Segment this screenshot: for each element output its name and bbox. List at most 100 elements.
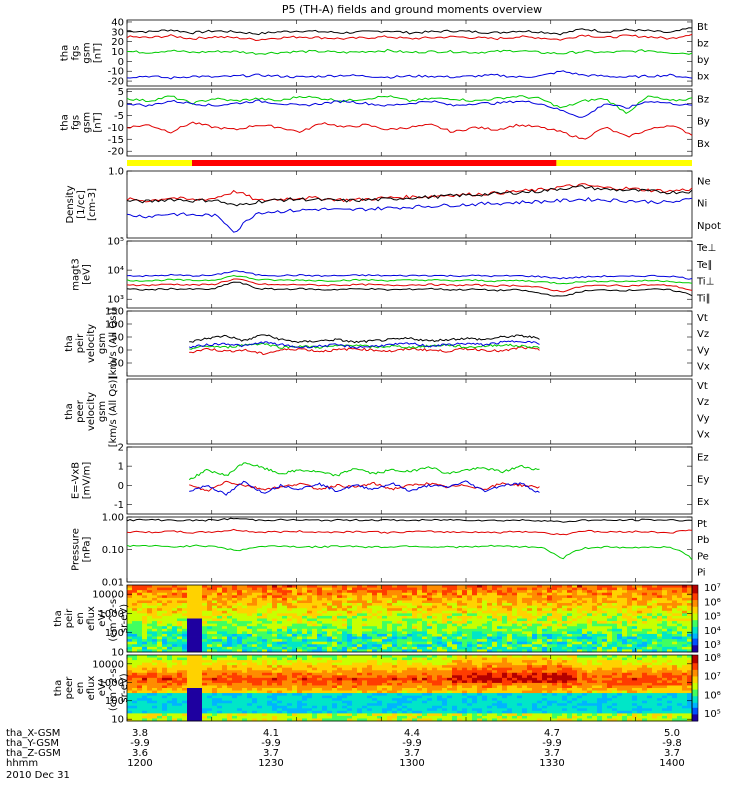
spectrogram-cell <box>282 657 288 661</box>
spectrogram-cell <box>512 641 518 645</box>
spectrogram-cell <box>332 698 338 702</box>
spectrogram-cell <box>332 590 338 594</box>
spectrogram-cell <box>547 605 553 609</box>
spectrogram-cell <box>432 657 438 661</box>
spectrogram-cell <box>622 621 628 625</box>
spectrogram-cell <box>197 615 203 619</box>
spectrogram-cell <box>242 693 248 697</box>
spectrogram-cell <box>342 649 348 653</box>
spectrogram-cell <box>432 680 438 684</box>
spectrogram-cell <box>522 603 528 607</box>
spectrogram-cell <box>397 693 403 697</box>
spectrogram-cell <box>417 682 423 686</box>
y-axis-label-line: gsm <box>82 112 93 133</box>
spectrogram-cell <box>512 621 518 625</box>
spectrogram-cell <box>172 618 178 622</box>
spectrogram-cell <box>252 590 258 594</box>
spectrogram-cell <box>257 592 263 596</box>
spectrogram-cell <box>142 623 148 627</box>
spectrogram-cell <box>327 693 333 697</box>
spectrogram-cell <box>442 585 448 588</box>
spectrogram-cell <box>182 705 188 709</box>
spectrogram-cell <box>282 585 288 588</box>
spectrogram-cell <box>312 685 318 689</box>
spectrogram-cell <box>437 662 443 666</box>
spectrogram-cell <box>497 621 503 625</box>
spectrogram-cell <box>627 587 633 591</box>
spectrogram-cell <box>247 718 253 722</box>
spectrogram-cell <box>307 613 313 617</box>
spectrogram-cell <box>467 592 473 596</box>
spectrogram-cell <box>162 613 168 617</box>
spectrogram-cell <box>187 587 193 591</box>
spectrogram-cell <box>672 585 678 588</box>
spectrogram-cell <box>272 603 278 607</box>
spectrogram-cell <box>237 690 243 694</box>
spectrogram-cell <box>297 695 303 699</box>
panel-frame <box>126 378 693 445</box>
spectrogram-cell <box>387 675 393 679</box>
spectrogram-cell <box>402 675 408 679</box>
spectrogram-cell <box>582 592 588 596</box>
spectrogram-cell <box>162 695 168 699</box>
spectrogram-cell <box>327 597 333 601</box>
spectrogram-cell <box>187 646 193 650</box>
spectrogram-cell <box>252 700 258 704</box>
spectrogram-cell <box>147 705 153 709</box>
spectrogram-cell <box>477 644 483 648</box>
spectrogram-cell <box>322 597 328 601</box>
spectrogram-cell <box>312 672 318 676</box>
spectrogram-cell <box>382 639 388 643</box>
spectrogram-cell <box>277 615 283 619</box>
spectrogram-cell <box>162 655 168 658</box>
spectrogram-cell <box>407 615 413 619</box>
spectrogram-cell <box>437 665 443 669</box>
spectrogram-cell <box>302 633 308 637</box>
spectrogram-cell <box>142 675 148 679</box>
spectrogram-cell <box>282 590 288 594</box>
spectrogram-cell <box>447 621 453 625</box>
spectrogram-cell <box>147 639 153 643</box>
spectrogram-cell <box>272 592 278 596</box>
colorbar-step <box>692 645 698 648</box>
spectrogram-cell <box>162 685 168 689</box>
spectrogram-cell <box>607 631 613 635</box>
spectrogram-cell <box>497 626 503 630</box>
spectrogram-cell <box>682 631 688 635</box>
spectrogram-cell <box>152 633 158 637</box>
spectrogram-cell <box>607 600 613 604</box>
spectrogram-cell <box>657 649 663 653</box>
spectrogram-cell <box>332 690 338 694</box>
spectrogram-cell <box>347 700 353 704</box>
spectrogram-cell <box>262 713 268 717</box>
spectrogram-cell <box>352 682 358 686</box>
spectrogram-cell <box>157 644 163 648</box>
spectrogram-cell <box>217 590 223 594</box>
spectrogram-cell <box>437 633 443 637</box>
spectrogram-cell <box>407 608 413 612</box>
spectrogram-cell <box>132 636 138 640</box>
spectrogram-cell <box>177 662 183 666</box>
spectrogram-cell <box>592 641 598 645</box>
spectrogram-cell <box>252 613 258 617</box>
spectrogram-cell <box>252 636 258 640</box>
spectrogram-cell <box>202 700 208 704</box>
spectrogram-cell <box>597 623 603 627</box>
spectrogram-cell <box>642 641 648 645</box>
spectrogram-cell <box>287 585 293 588</box>
spectrogram-cell <box>237 718 243 722</box>
spectrogram-cell <box>172 587 178 591</box>
spectrogram-cell <box>487 636 493 640</box>
y-axis-label-line: [1/cc] <box>76 190 87 219</box>
spectrogram-cell <box>177 623 183 627</box>
spectrogram-cell <box>432 587 438 591</box>
spectrogram-cell <box>287 592 293 596</box>
spectrogram-cell <box>467 590 473 594</box>
spectrogram-cell <box>512 585 518 588</box>
spectrogram-cell <box>317 688 323 691</box>
spectrogram-cell <box>602 618 608 622</box>
spectrogram-cell <box>542 587 548 591</box>
spectrogram-cell <box>497 641 503 645</box>
spectrogram-cell <box>137 685 143 689</box>
spectrogram-cell <box>222 703 228 707</box>
